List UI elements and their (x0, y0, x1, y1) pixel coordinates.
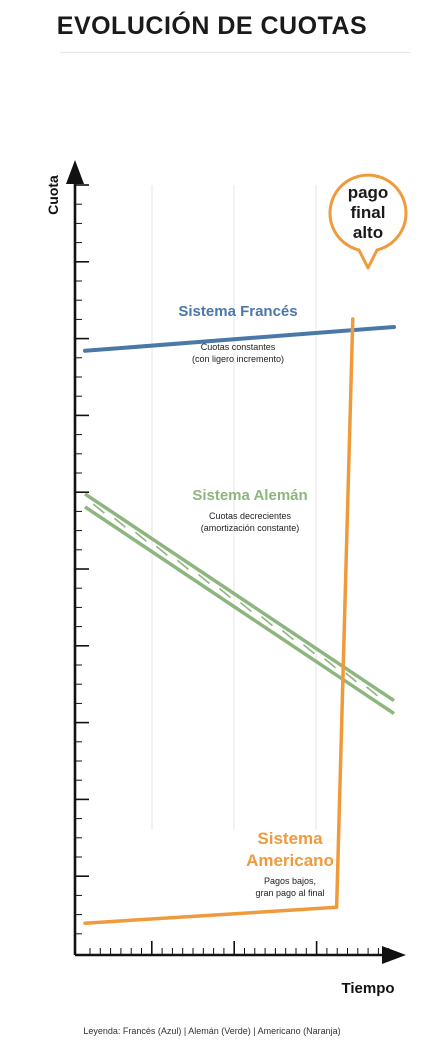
y-axis-label: Cuota (45, 175, 61, 215)
series-americano-name-line-2: Americano (246, 851, 334, 870)
series-aleman-hatch (113, 517, 126, 528)
series-aleman-hatch (176, 559, 189, 571)
series-americano-name-line-1: Sistema (257, 829, 323, 848)
series-frances-description: Cuotas constantes (201, 342, 276, 352)
series-aleman-hatch (344, 672, 358, 683)
series-aleman-hatch (155, 545, 168, 556)
series-americano-line (83, 317, 355, 925)
series-aleman-hatch (260, 615, 273, 627)
series-frances-description: (con ligero incremento) (192, 354, 284, 364)
legend-caption: Leyenda: Francés (Azul) | Alemán (Verde)… (83, 1026, 341, 1036)
series-aleman-hatch (218, 587, 231, 599)
callout-text-line: final (351, 203, 386, 222)
series-aleman-description: (amortización constante) (201, 523, 300, 533)
x-axis-label: Tiempo (341, 980, 394, 997)
series-aleman-hatch (302, 644, 315, 655)
callout-text-line: alto (353, 223, 383, 242)
x-axis-arrow (382, 946, 406, 964)
series-aleman-hatch (92, 503, 105, 514)
y-axis-arrow (66, 160, 84, 184)
series-frances-name: Sistema Francés (178, 303, 297, 320)
series-aleman-description: Cuotas decrecientes (209, 511, 292, 521)
callout-bubble (328, 173, 408, 270)
series-americano-description: gran pago al final (255, 888, 324, 898)
series-aleman-hatch (239, 601, 252, 613)
series-aleman-hatch (323, 658, 336, 669)
page-title: EVOLUCIÓN DE CUOTAS (56, 12, 368, 40)
callout-text-line: pago (348, 183, 389, 202)
series-aleman-name: Sistema Alemán (192, 487, 307, 504)
series-aleman-hatch (366, 686, 379, 697)
series-frances-line (83, 324, 396, 353)
series-americano-description: Pagos bajos, (264, 876, 316, 886)
series-aleman-hatch (134, 531, 147, 542)
series-aleman-hatch (281, 630, 294, 641)
series-aleman-hatch (197, 573, 210, 585)
title-divider (60, 52, 410, 53)
